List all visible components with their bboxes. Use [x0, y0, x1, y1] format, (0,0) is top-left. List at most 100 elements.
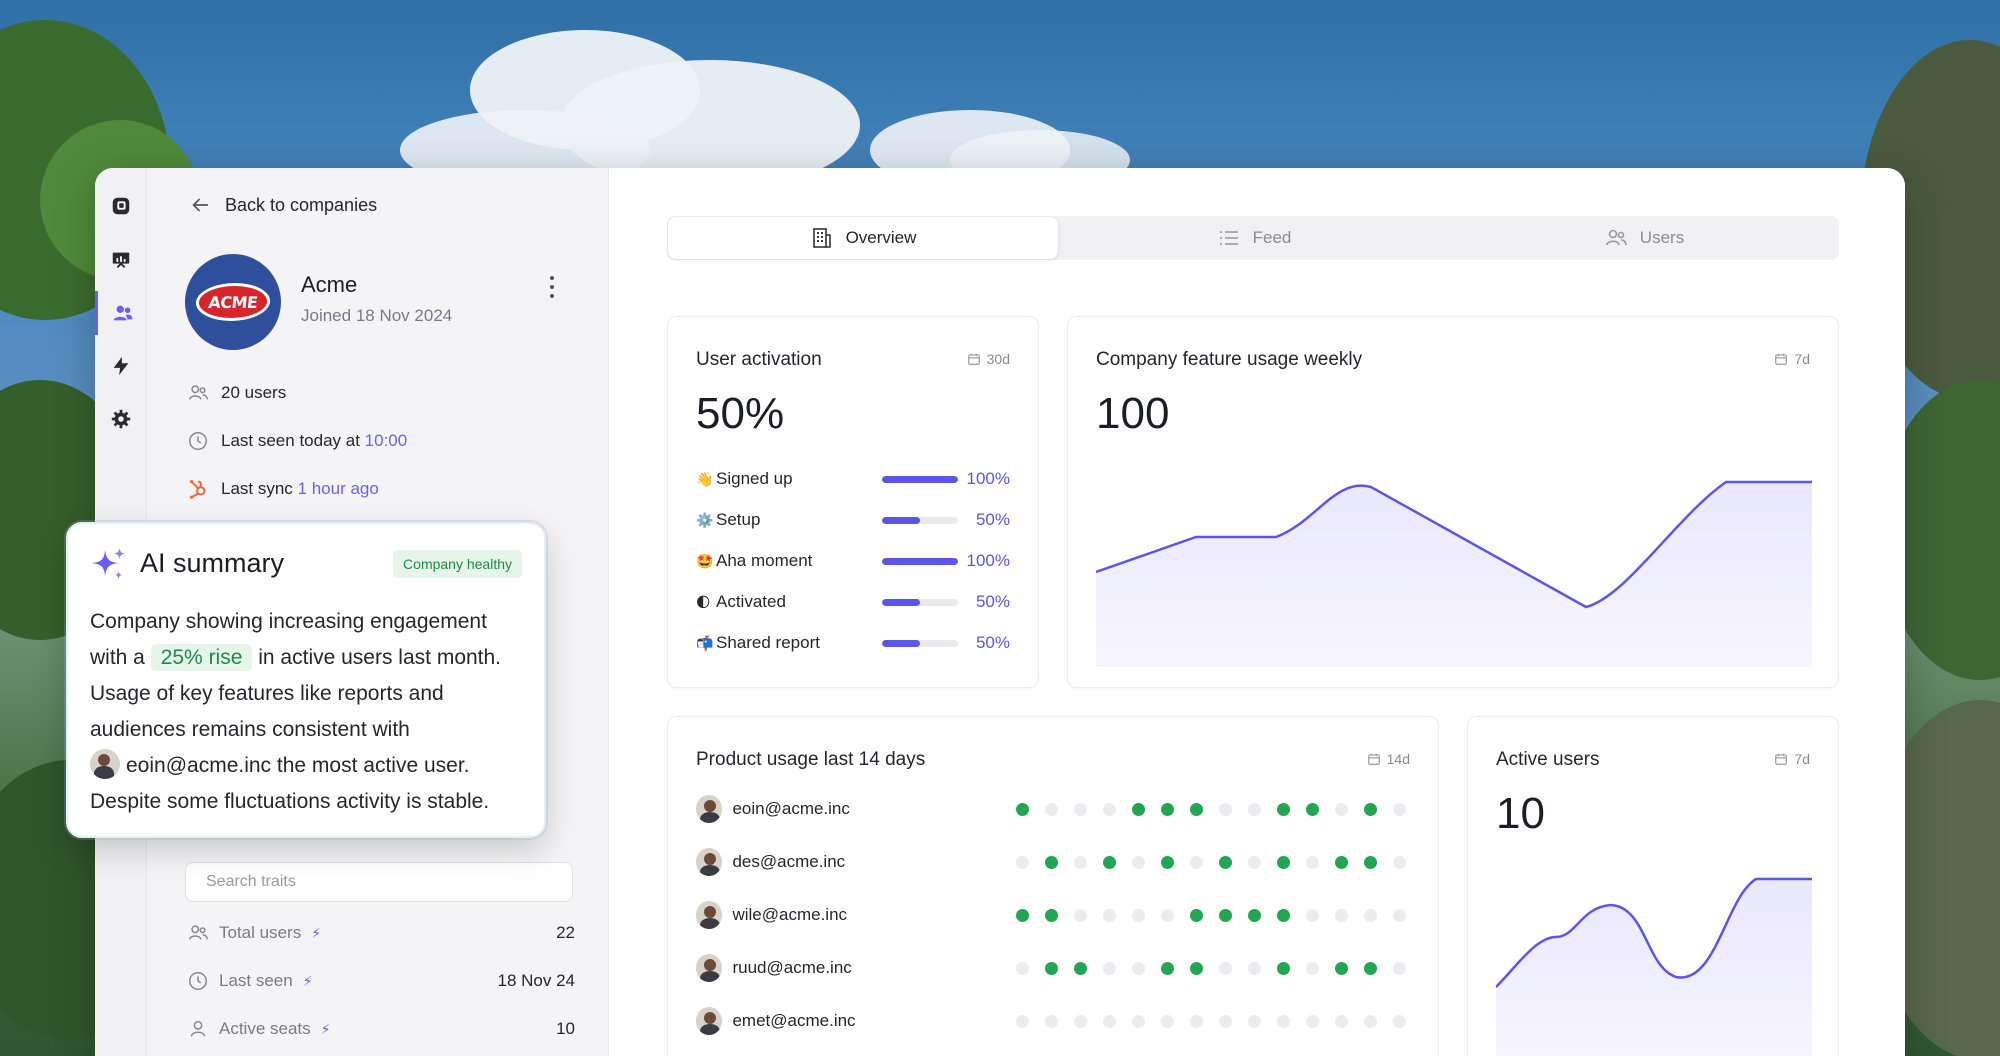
trait-row[interactable]: Total users ⚡ 22 — [187, 922, 575, 944]
activity-dot — [1219, 908, 1232, 922]
settings-gear-icon[interactable] — [95, 397, 147, 441]
company-health-badge: Company healthy — [393, 550, 522, 578]
trait-row[interactable]: Active seats ⚡ 10 — [187, 1018, 575, 1040]
date-range[interactable]: 7d — [1774, 351, 1810, 367]
presentation-chart-icon[interactable] — [95, 238, 147, 282]
card-title: Active users — [1496, 749, 1600, 770]
user-email: emet@acme.inc — [732, 1011, 856, 1030]
trait-label: Last seen — [219, 971, 293, 990]
date-range[interactable]: 30d — [967, 351, 1010, 367]
users-nav-icon[interactable] — [95, 291, 147, 335]
activity-dot — [1161, 908, 1174, 922]
ai-text-part: Company showing increasing engagement wi… — [90, 610, 487, 669]
activity-dot — [1277, 1014, 1290, 1028]
ai-highlight-badge: 25% rise — [150, 644, 253, 671]
card-title: Product usage last 14 days — [696, 749, 926, 770]
activity-dot — [1190, 802, 1203, 816]
range-label: 30d — [986, 351, 1010, 367]
tab-overview[interactable]: Overview — [668, 217, 1058, 259]
users-icon — [1605, 229, 1627, 246]
company-name: Acme — [301, 272, 358, 297]
activity-dot — [1045, 961, 1058, 975]
activity-dot — [1132, 961, 1145, 975]
activity-dot — [1306, 802, 1319, 816]
activity-dot — [1161, 855, 1174, 869]
usage-row[interactable]: emet@acme.inc — [696, 1007, 1406, 1035]
activity-dot — [1248, 961, 1261, 975]
trait-row[interactable]: Last seen ⚡ 18 Nov 24 — [187, 970, 575, 992]
date-range[interactable]: 14d — [1367, 751, 1410, 767]
ai-summary-text: Company showing increasing engagement wi… — [90, 604, 530, 820]
activity-dot — [1306, 1014, 1319, 1028]
activity-dots — [1016, 961, 1406, 975]
active-users-value: 10 — [1496, 789, 1545, 838]
back-to-companies-link[interactable]: Back to companies — [189, 194, 377, 216]
calendar-icon — [1775, 353, 1788, 365]
activity-dot — [1393, 961, 1406, 975]
avatar — [696, 901, 723, 929]
usage-row[interactable]: ruud@acme.inc — [696, 954, 1406, 982]
ai-user-link[interactable]: eoin@acme.inc — [126, 754, 272, 777]
ai-text-part: in active users last month. Usage of key… — [90, 646, 502, 741]
feature-usage-card: Company feature usage weekly 7d 100 — [1067, 316, 1839, 688]
avatar — [696, 954, 723, 982]
avatar — [696, 1007, 723, 1035]
feature-usage-area-chart — [1096, 480, 1812, 667]
activity-dot — [1277, 961, 1290, 975]
activity-dot — [1161, 1014, 1174, 1028]
hubspot-icon — [189, 480, 206, 499]
activity-dot — [1364, 802, 1377, 816]
usage-row[interactable]: eoin@acme.inc — [696, 795, 1406, 823]
activity-dot — [1103, 802, 1116, 816]
activity-dot — [1132, 802, 1145, 816]
activity-dot — [1045, 855, 1058, 869]
activity-dot — [1103, 908, 1116, 922]
activation-step-row: 🌓 Activated 50% — [696, 592, 1010, 612]
activity-dot — [1190, 908, 1203, 922]
step-label: Shared report — [716, 633, 820, 652]
step-emoji-icon: 🌓 — [696, 593, 711, 610]
date-range[interactable]: 7d — [1774, 751, 1810, 767]
activity-dot — [1103, 855, 1116, 869]
more-options-icon[interactable] — [547, 276, 557, 298]
activity-dot — [1016, 802, 1029, 816]
company-joined-date: Joined 18 Nov 2024 — [301, 306, 453, 325]
activity-dots — [1016, 802, 1406, 816]
activity-dot — [1393, 1014, 1406, 1028]
activity-dot — [1219, 802, 1232, 816]
tab-bar: Overview Feed Users — [667, 216, 1839, 260]
user-email: des@acme.inc — [732, 852, 846, 871]
range-label: 14d — [1386, 751, 1410, 767]
activity-dot — [1103, 1014, 1116, 1028]
bolt-icon[interactable] — [95, 344, 147, 388]
search-traits-input[interactable]: Search traits — [185, 862, 573, 902]
app-logo-icon[interactable] — [95, 184, 147, 228]
usage-row[interactable]: wile@acme.inc — [696, 901, 1406, 929]
tab-feed-label: Feed — [1252, 228, 1292, 247]
activity-dot — [1190, 855, 1203, 869]
tab-feed[interactable]: Feed — [1059, 216, 1449, 260]
activity-dot — [1016, 961, 1029, 975]
step-percent: 50% — [975, 633, 1010, 652]
user-icon — [190, 1020, 206, 1037]
activity-dot — [1132, 1014, 1145, 1028]
calendar-icon — [967, 353, 980, 365]
activity-dot — [1219, 855, 1232, 869]
activity-dot — [1335, 908, 1348, 922]
card-title: User activation — [696, 349, 822, 370]
activity-dot — [1393, 908, 1406, 922]
activity-dots — [1016, 1014, 1406, 1028]
tab-users-label: Users — [1639, 228, 1685, 247]
usage-row[interactable]: des@acme.inc — [696, 848, 1406, 876]
step-emoji-icon: 🤩 — [696, 552, 714, 569]
activity-dot — [1393, 855, 1406, 869]
last-seen-prefix: Last seen today at — [221, 431, 360, 450]
tab-users[interactable]: Users — [1449, 216, 1839, 260]
ai-text-part: the most active user. Despite some fluct… — [90, 754, 490, 813]
activity-dot — [1248, 855, 1261, 869]
step-percent: 50% — [975, 592, 1010, 611]
activity-dot — [1190, 1014, 1203, 1028]
activity-dot — [1045, 908, 1058, 922]
users-icon — [189, 925, 208, 940]
activation-value: 50% — [696, 389, 785, 438]
